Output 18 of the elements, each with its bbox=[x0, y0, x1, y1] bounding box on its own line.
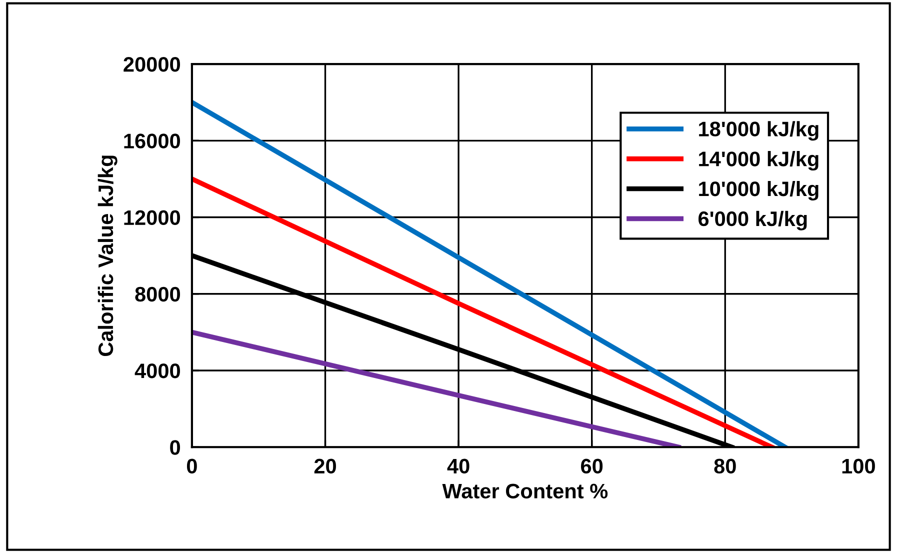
x-tick-label: 0 bbox=[186, 458, 197, 474]
y-tick-label: 8000 bbox=[135, 286, 180, 302]
y-tick-label: 0 bbox=[170, 440, 180, 455]
x-tick-label: 20 bbox=[314, 458, 336, 474]
y-tick-label: 16000 bbox=[124, 134, 180, 148]
x-tick-label: 60 bbox=[581, 458, 603, 474]
y-axis-title: Calorific Value kJ/kg bbox=[98, 156, 118, 356]
legend-label: 14'000 kJ/kg bbox=[699, 151, 818, 171]
legend-label: 10'000 kJ/kg bbox=[699, 180, 818, 200]
legend-label: 6'000 kJ/kg bbox=[698, 210, 807, 230]
x-axis-title: Water Content % bbox=[442, 484, 608, 499]
legend-label: 18'000 kJ/kg bbox=[699, 121, 818, 141]
x-tick-label: 100 bbox=[842, 458, 875, 474]
y-tick-label: 12000 bbox=[124, 210, 180, 226]
y-tick-label: 4000 bbox=[134, 364, 180, 378]
y-tick-label: 20000 bbox=[124, 57, 180, 72]
x-tick-label: 80 bbox=[714, 458, 736, 474]
x-tick-label: 40 bbox=[447, 458, 470, 474]
